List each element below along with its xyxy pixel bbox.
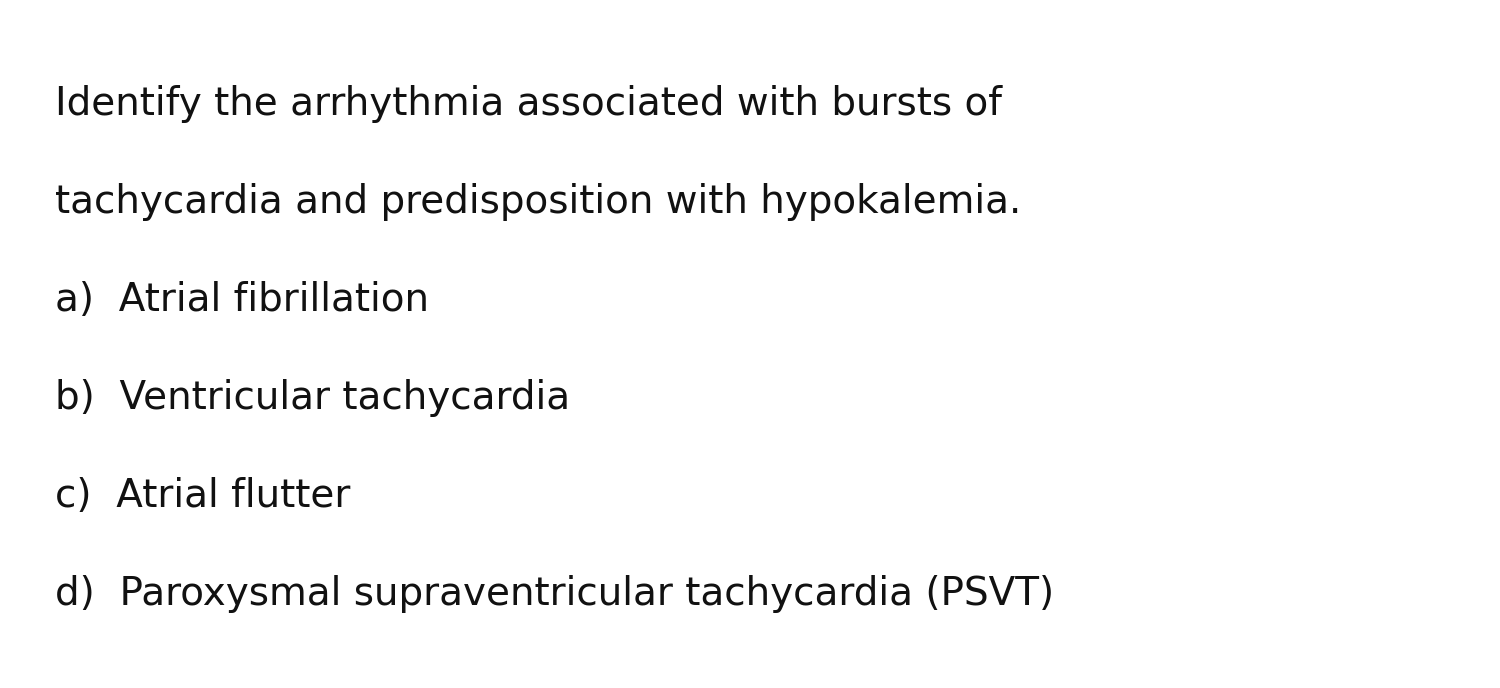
Text: tachycardia and predisposition with hypokalemia.: tachycardia and predisposition with hypo…: [56, 183, 1022, 221]
Text: d)  Paroxysmal supraventricular tachycardia (PSVT): d) Paroxysmal supraventricular tachycard…: [56, 575, 1054, 613]
Text: b)  Ventricular tachycardia: b) Ventricular tachycardia: [56, 379, 570, 417]
Text: Identify the arrhythmia associated with bursts of: Identify the arrhythmia associated with …: [56, 85, 1002, 123]
Text: c)  Atrial flutter: c) Atrial flutter: [56, 477, 351, 515]
Text: a)  Atrial fibrillation: a) Atrial fibrillation: [56, 281, 429, 319]
